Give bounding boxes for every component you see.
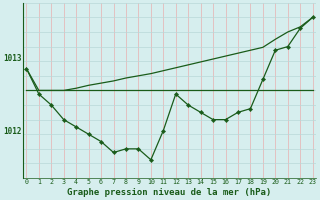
X-axis label: Graphe pression niveau de la mer (hPa): Graphe pression niveau de la mer (hPa) [68,188,272,197]
